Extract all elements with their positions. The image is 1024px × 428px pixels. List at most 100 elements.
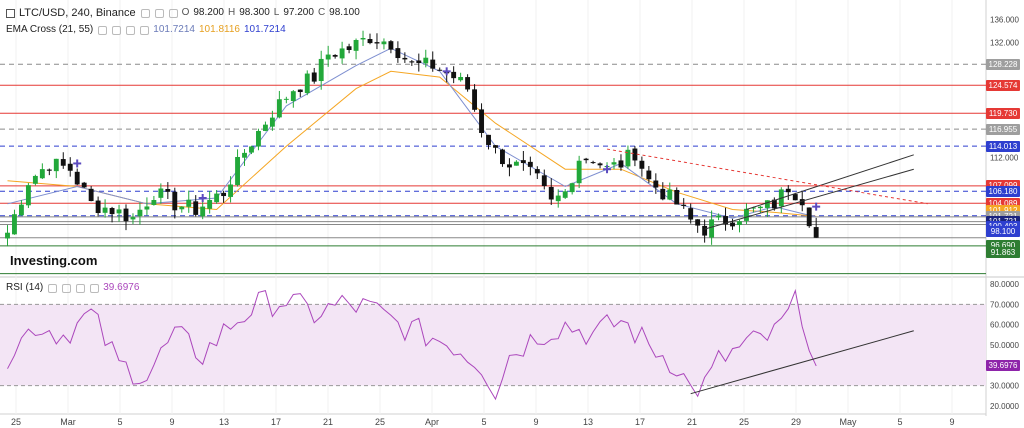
rsi-trendline [690, 330, 914, 395]
ema-value-2: 101.8116 [198, 24, 240, 35]
rsi-axis-label: 50.0000 [990, 341, 1019, 350]
candle-body [513, 161, 519, 166]
price-tag: 101.912 [986, 204, 1020, 216]
candle-body [74, 171, 80, 185]
rsi-current-tag: 39.6976 [986, 360, 1020, 372]
rsi-axis-label: 30.0000 [990, 382, 1019, 391]
close-icon[interactable] [168, 8, 178, 18]
rsi-more-icon[interactable] [90, 283, 100, 293]
rsi-axis-label: 70.0000 [990, 300, 1019, 309]
rsi-label: RSI (14) [6, 282, 44, 293]
candle-body [479, 109, 484, 133]
time-tick-label: 21 [323, 417, 333, 427]
time-tick-label: 9 [949, 417, 954, 427]
ema-layer [7, 47, 817, 219]
candle-body [555, 195, 561, 202]
rsi-axis-label: 60.0000 [990, 321, 1019, 330]
time-tick-label: 5 [117, 417, 122, 427]
candle-body [423, 57, 429, 64]
price-tag: 116.955 [986, 123, 1020, 135]
candle-body [674, 189, 680, 205]
rsi-line [7, 288, 817, 401]
price-tag: 106.180 [986, 185, 1020, 197]
ema-fast-line [7, 47, 817, 219]
close-value: 98.100 [329, 7, 360, 18]
candle-body [81, 182, 87, 188]
ema-settings-gear-icon[interactable] [112, 25, 122, 35]
price-tag: 96.690 [986, 240, 1020, 252]
candle-body [25, 185, 31, 206]
candle-body [653, 180, 659, 188]
close-label: C [317, 7, 326, 18]
price-tag: 124.574 [986, 79, 1020, 91]
candle-body [583, 158, 589, 161]
rsi-layer [7, 288, 914, 401]
candle-body [172, 191, 178, 211]
rsi-band [0, 304, 986, 386]
ema-value-3: 101.7214 [243, 24, 286, 35]
candle-body [381, 41, 387, 45]
candle-body [109, 207, 115, 215]
rsi-settings-gear-icon[interactable] [62, 283, 72, 293]
candle-body [688, 208, 694, 220]
candle-body [744, 208, 749, 221]
candle-body [472, 89, 478, 110]
rsi-axis-label: 20.0000 [990, 402, 1019, 411]
visibility-eye-icon[interactable] [140, 8, 150, 18]
candle-body [750, 207, 756, 209]
candle-body [200, 206, 206, 217]
candle-body [18, 204, 24, 216]
candle-body [730, 222, 735, 227]
candle-body [276, 99, 282, 118]
candle-body [165, 188, 171, 192]
high-label: H [227, 7, 236, 18]
candle-body [214, 193, 220, 203]
candle-body [123, 208, 129, 222]
candle-body [500, 149, 505, 165]
candle-body [32, 175, 38, 184]
collapse-icon[interactable] [6, 8, 15, 18]
candle-body [67, 163, 73, 171]
candle-body [374, 42, 380, 44]
ema-more-icon[interactable] [140, 25, 150, 35]
ema-visibility-eye-icon[interactable] [98, 25, 108, 35]
candle-body [618, 160, 624, 168]
candle-body [256, 130, 261, 147]
candle-body [785, 188, 791, 193]
candle-body [95, 200, 101, 213]
time-tick-label: Apr [425, 417, 439, 427]
candle-body [458, 77, 464, 81]
candle-body [12, 214, 17, 235]
candles-layer [5, 30, 819, 247]
price-tag: 128.228 [986, 58, 1020, 70]
time-tick-label: 17 [271, 417, 281, 427]
candle-body [367, 39, 373, 44]
price-axis-label: 132.000 [990, 39, 1019, 48]
candle-body [757, 206, 763, 209]
rsi-close-icon[interactable] [76, 283, 86, 293]
candle-body [339, 48, 345, 59]
candle-body [702, 225, 708, 236]
candle-body [137, 209, 143, 217]
candle-body [625, 149, 631, 167]
time-tick-label: 13 [583, 417, 593, 427]
ema-close-icon[interactable] [126, 25, 136, 35]
candle-body [60, 159, 66, 166]
candle-body [548, 186, 554, 200]
time-tick-label: Mar [60, 417, 76, 427]
candle-body [695, 219, 701, 226]
candle-body [179, 206, 185, 210]
settings-gear-icon[interactable] [154, 8, 164, 18]
rsi-visibility-eye-icon[interactable] [48, 283, 58, 293]
candle-body [325, 54, 331, 60]
candle-body [792, 194, 798, 201]
candle-body [235, 156, 240, 185]
candle-body [681, 204, 687, 206]
candle-body [562, 191, 568, 198]
axis-layer: 25 Mar 5 9 13 17 21 25 Apr 5 9 13 17 21 25 29 May 5 9 136.0… [11, 16, 1019, 427]
candle-body [318, 58, 324, 82]
candle-body [388, 41, 394, 50]
candle-body [541, 175, 547, 187]
candle-body [597, 163, 603, 166]
